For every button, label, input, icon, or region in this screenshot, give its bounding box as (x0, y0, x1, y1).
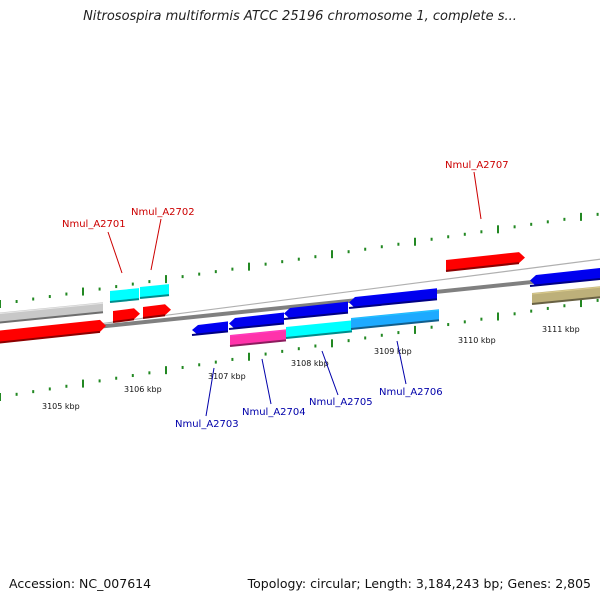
scale-tick-label: 3107 kbp (208, 372, 246, 381)
gene-label-nmul-a2702: Nmul_A2702 (131, 207, 195, 218)
gene-arrow-shadow (445, 262, 520, 272)
gene-arrow-shadow (0, 311, 104, 324)
gene-label-nmul-a2701: Nmul_A2701 (62, 219, 126, 230)
gene-arrow-highlight (285, 320, 353, 329)
gene-arrow-shadow (191, 330, 229, 336)
gene-arrow-shadow (0, 330, 101, 344)
gene-arrow-highlight (289, 302, 349, 310)
gene-label-nmul-a2707: Nmul_A2707 (445, 160, 509, 171)
gene-cyan-lower (285, 320, 353, 339)
scale-tick-label: 3105 kbp (42, 402, 80, 411)
gene-arrow-shadow (285, 330, 353, 339)
gene-skyblue (350, 309, 440, 330)
gene-nmul-a2701 (109, 288, 140, 303)
gene-arrow-highlight (445, 252, 520, 262)
gene-label-nmul-a2704: Nmul_A2704 (242, 407, 306, 418)
scale-tick-label: 3111 kbp (542, 325, 580, 334)
gene-blue-right (529, 268, 600, 287)
gene-arrow-body (349, 288, 437, 308)
gene-label-leader (396, 340, 407, 385)
gene-label-leader (261, 358, 272, 405)
gene-arrow-highlight (139, 284, 170, 289)
gene-arrow-highlight (229, 329, 287, 337)
gene-arrow-highlight (197, 321, 229, 327)
gene-arrow-shadow (283, 311, 349, 320)
gene-label-nmul-a2705: Nmul_A2705 (309, 397, 373, 408)
gene-arrow-shadow (142, 314, 166, 319)
gene-arrow-shadow (531, 296, 600, 305)
gene-arrow-body (351, 309, 439, 329)
upper-scale-track (0, 212, 599, 308)
gene-arrow-shadow (350, 319, 440, 330)
map-title: Nitrosospira multiformis ATCC 25196 chro… (83, 9, 517, 24)
gene-label-nmul-a2703: Nmul_A2703 (175, 419, 239, 430)
gene-arrow-highlight (112, 308, 135, 313)
gene-arrow-body (230, 329, 286, 346)
accession-label: Accession: NC_007614 (9, 576, 152, 591)
gene-arrow-body (0, 319, 106, 343)
gene-arrow-highlight (142, 304, 166, 309)
gene-label-leader (473, 171, 482, 220)
gene-nmul-a2706 (348, 288, 438, 309)
gene-arrow-shadow (229, 339, 287, 347)
gene-red-small-a (112, 308, 140, 323)
gene-arrow-highlight (535, 268, 600, 277)
gene-arrow-highlight (350, 309, 440, 320)
gene-nmul-a2705 (283, 301, 349, 320)
gene-arrow-body (446, 252, 525, 271)
scale-tick-label: 3108 kbp (291, 359, 329, 368)
gene-arrow-highlight (0, 320, 101, 332)
gene-nmul-a2704 (228, 312, 285, 330)
gene-arrow-body (532, 286, 600, 304)
gene-label-leader (205, 367, 215, 417)
gene-olive-right (531, 286, 600, 305)
gene-arrow-highlight (0, 302, 104, 315)
gene-arrow-body (530, 268, 600, 286)
gene-arrow-body (284, 301, 348, 319)
gene-arrow-shadow (112, 318, 135, 323)
gene-gray-left (0, 302, 104, 324)
gene-arrow-body (286, 320, 352, 338)
gene-arrow-highlight (234, 313, 285, 320)
gene-arrow-shadow (139, 294, 170, 299)
gene-label-nmul-a2706: Nmul_A2706 (379, 387, 443, 398)
gene-arrow-highlight (109, 288, 140, 293)
gene-arrow-shadow (109, 298, 140, 303)
genome-summary-label: Topology: circular; Length: 3,184,243 bp… (247, 576, 591, 591)
gene-nmul-a2707 (445, 252, 525, 272)
gene-arrow-shadow (529, 278, 600, 287)
gene-red-small-b (142, 304, 171, 319)
gene-label-leader (150, 218, 162, 271)
lower-scale-track (0, 298, 599, 401)
gene-red-left (0, 319, 106, 344)
gene-arrow-highlight (531, 286, 600, 295)
scale-tick-label: 3110 kbp (458, 336, 496, 345)
scale-tick-label: 3109 kbp (374, 347, 412, 356)
gene-arrow-shadow (348, 298, 438, 309)
gene-label-leader (321, 350, 339, 396)
gene-arrow-shadow (228, 322, 285, 330)
gene-label-leader (107, 231, 123, 274)
gene-arrow-body (0, 302, 103, 323)
gene-arrow-highlight (354, 288, 438, 299)
gene-nmul-a2702 (139, 284, 170, 299)
gene-magenta (229, 329, 287, 347)
gene-nmul-a2703 (191, 321, 229, 336)
scale-tick-label: 3106 kbp (124, 385, 162, 394)
